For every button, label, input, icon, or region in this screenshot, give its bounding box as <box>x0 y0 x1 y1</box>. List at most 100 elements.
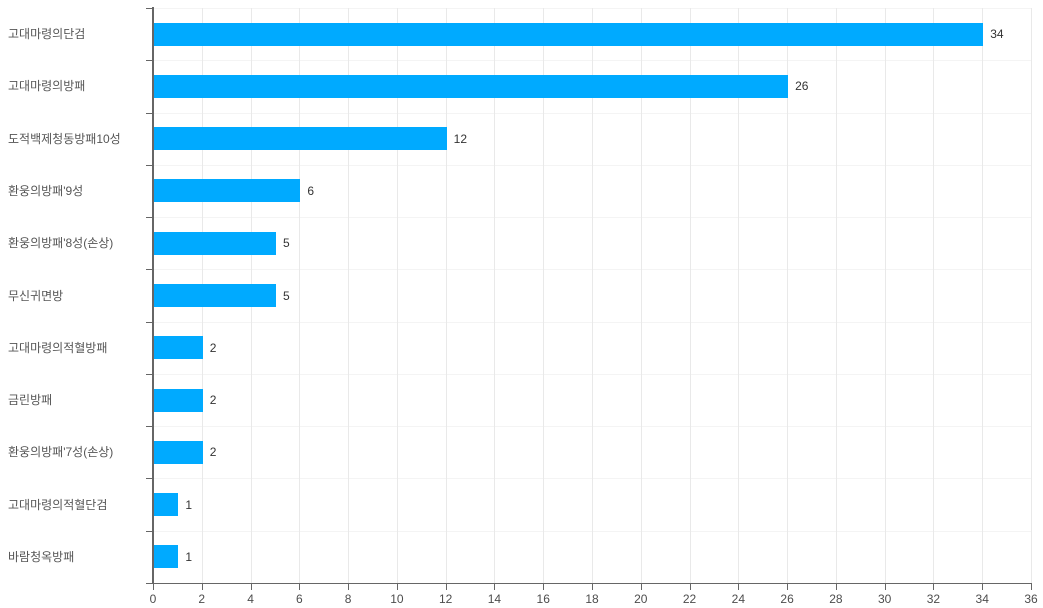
y-tick-mark <box>146 112 153 114</box>
bar[interactable] <box>154 127 447 151</box>
bar[interactable] <box>154 336 203 360</box>
category-label: 환웅의방패'8성(손상) <box>8 236 114 251</box>
value-label: 2 <box>209 445 217 460</box>
value-label: 12 <box>453 131 468 146</box>
x-tick-mark <box>153 583 154 590</box>
x-tick-label: 2 <box>198 592 206 606</box>
x-tick-label: 30 <box>877 592 892 606</box>
x-tick-label: 22 <box>682 592 697 606</box>
value-label: 34 <box>990 27 1004 42</box>
x-tick-mark <box>835 583 837 590</box>
v-gridline <box>835 8 837 583</box>
value-label: 2 <box>209 393 217 408</box>
category-label: 무신귀면방 <box>8 288 64 303</box>
v-gridline <box>299 8 301 583</box>
x-tick-label: 8 <box>344 592 352 606</box>
bar[interactable] <box>154 22 984 46</box>
x-tick-mark <box>494 583 496 590</box>
x-tick-label: 20 <box>634 592 648 606</box>
v-gridline <box>640 8 642 583</box>
bar[interactable] <box>154 179 301 203</box>
x-tick-mark <box>348 583 350 590</box>
x-tick-mark <box>689 583 691 590</box>
x-tick-mark <box>738 583 740 590</box>
category-label: 바람청옥방패 <box>8 549 75 564</box>
value-label: 1 <box>185 549 193 564</box>
v-gridline <box>933 8 935 583</box>
x-tick-mark <box>299 583 301 590</box>
x-tick-mark <box>640 583 642 590</box>
x-tick-label: 14 <box>487 592 502 606</box>
x-tick-label: 36 <box>1024 592 1038 606</box>
x-tick-label: 28 <box>829 592 843 606</box>
bar[interactable] <box>154 388 203 412</box>
v-gridline <box>1031 8 1032 583</box>
category-label: 고대마령의방패 <box>8 79 86 94</box>
value-label: 5 <box>282 288 290 303</box>
x-tick-label: 26 <box>780 592 794 606</box>
x-tick-mark <box>396 583 398 590</box>
value-label: 2 <box>209 340 217 355</box>
v-gridline <box>396 8 398 583</box>
bar[interactable] <box>154 231 276 255</box>
x-tick-label: 12 <box>438 592 453 606</box>
bar[interactable] <box>154 74 789 98</box>
x-tick-mark <box>592 583 593 590</box>
x-tick-label: 10 <box>390 592 404 606</box>
x-tick-label: 0 <box>149 592 157 606</box>
x-tick-mark <box>982 583 984 590</box>
v-gridline <box>494 8 496 583</box>
y-tick-mark <box>146 583 153 584</box>
v-gridline <box>445 8 447 583</box>
x-tick-mark <box>884 583 886 590</box>
value-label: 26 <box>795 79 809 94</box>
x-tick-label: 6 <box>295 592 303 606</box>
category-label: 도적백제청동방패10성 <box>8 131 121 146</box>
x-tick-label: 18 <box>585 592 599 606</box>
v-gridline <box>982 8 984 583</box>
category-label: 금린방패 <box>8 393 53 408</box>
x-tick-label: 4 <box>247 592 254 606</box>
x-tick-mark <box>933 583 935 590</box>
x-tick-mark <box>201 583 203 590</box>
v-gridline <box>738 8 740 583</box>
category-label: 고대마령의적혈단검 <box>8 497 108 512</box>
y-axis-line <box>152 7 154 583</box>
y-tick-mark <box>146 321 153 323</box>
y-tick-mark <box>146 530 153 532</box>
value-label: 1 <box>185 497 193 512</box>
category-label: 환웅의방패'7성(손상) <box>8 445 114 460</box>
category-label: 고대마령의적혈방패 <box>8 340 108 355</box>
v-gridline <box>348 8 350 583</box>
y-tick-mark <box>146 217 153 219</box>
v-gridline <box>884 8 886 583</box>
v-gridline <box>689 8 691 583</box>
x-tick-label: 16 <box>536 592 550 606</box>
bar[interactable] <box>154 493 179 517</box>
x-tick-label: 34 <box>975 592 989 606</box>
y-tick-mark <box>146 373 153 375</box>
x-axis-line <box>152 583 1032 584</box>
category-label: 환웅의방패'9성 <box>8 183 84 198</box>
y-tick-mark <box>146 269 153 271</box>
x-tick-label: 32 <box>926 592 941 606</box>
bar[interactable] <box>154 440 203 464</box>
y-tick-mark <box>146 426 153 428</box>
y-tick-mark <box>146 8 153 9</box>
v-gridline <box>592 8 593 583</box>
category-label: 고대마령의단검 <box>8 27 86 42</box>
x-tick-mark <box>543 583 545 590</box>
y-tick-mark <box>146 164 153 166</box>
value-label: 5 <box>282 236 290 251</box>
value-label: 6 <box>307 183 315 198</box>
x-tick-mark <box>250 583 252 590</box>
x-tick-mark <box>1031 583 1032 590</box>
v-gridline <box>543 8 545 583</box>
y-tick-mark <box>146 478 153 480</box>
x-tick-mark <box>445 583 447 590</box>
bar[interactable] <box>154 545 179 569</box>
v-gridline <box>787 8 789 583</box>
bar[interactable] <box>154 284 276 307</box>
x-tick-label: 24 <box>731 592 745 606</box>
